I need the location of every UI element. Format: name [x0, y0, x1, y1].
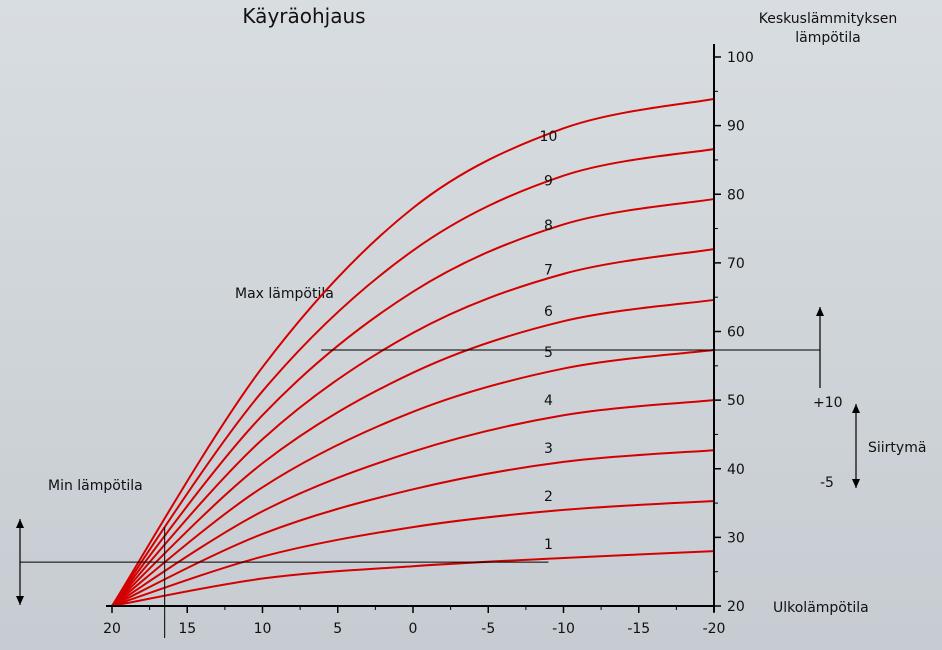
x-tick-label-1: 15: [178, 621, 196, 637]
shift-label: Siirtymä: [868, 440, 926, 456]
curve-label-1: 1: [544, 537, 553, 553]
y-tick-label-2: 40: [727, 462, 745, 478]
curve-label-6: 6: [544, 304, 553, 320]
curve-7: [111, 248, 715, 607]
curve-2: [111, 500, 715, 607]
min-range-arrow-up-head: [16, 519, 24, 528]
chart-title: Käyräohjaus: [242, 4, 365, 28]
x-tick-label-2: 10: [254, 621, 272, 637]
curve-8: [111, 198, 715, 607]
shift-plus-label: +10: [813, 395, 843, 411]
min-temperature-label: Min lämpötila: [48, 478, 143, 494]
shift-minus-label: -5: [820, 475, 834, 491]
y-tick-label-4: 60: [727, 325, 745, 341]
y-tick-label-5: 70: [727, 256, 745, 272]
x-tick-label-8: -20: [703, 621, 726, 637]
x-tick-label-5: -5: [481, 621, 495, 637]
y-tick-label-3: 50: [727, 393, 745, 409]
shift-range-arrow-down-head: [852, 479, 860, 488]
curve-label-4: 4: [544, 393, 553, 409]
shift-range-arrow-up-head: [852, 404, 860, 413]
curve-label-3: 3: [544, 441, 553, 457]
x-axis-label: Ulkolämpötila: [773, 600, 869, 616]
curve-6: [111, 298, 715, 607]
curve-5: [111, 349, 715, 607]
curve-label-7: 7: [544, 263, 553, 279]
min-range-arrow-down-head: [16, 596, 24, 605]
curve-label-5: 5: [544, 345, 553, 361]
curve-3: [111, 449, 715, 607]
curve-label-2: 2: [544, 489, 553, 505]
curve-4: [111, 399, 715, 607]
x-tick-label-0: 20: [103, 621, 121, 637]
max-temperature-label: Max lämpötila: [235, 286, 334, 302]
x-tick-label-4: 0: [409, 621, 418, 637]
x-tick-label-6: -10: [552, 621, 575, 637]
y-tick-label-8: 100: [727, 50, 754, 66]
y-axis-label-line-2: lämpötila: [795, 30, 860, 46]
y-tick-label-6: 80: [727, 187, 745, 203]
curve-label-9: 9: [544, 173, 553, 189]
x-tick-label-7: -15: [627, 621, 650, 637]
y-tick-label-7: 90: [727, 119, 745, 135]
shift-up-arrow-up-head: [816, 307, 824, 316]
curve-label-10: 10: [540, 129, 558, 145]
curve-9: [111, 147, 715, 607]
curve-1: [111, 550, 715, 607]
y-tick-label-0: 20: [727, 599, 745, 615]
x-tick-label-3: 5: [333, 621, 342, 637]
curve-10: [111, 97, 715, 607]
y-axis-label-line-1: Keskuslämmityksen: [759, 11, 898, 27]
curve-label-8: 8: [544, 218, 553, 234]
y-tick-label-1: 30: [727, 530, 745, 546]
